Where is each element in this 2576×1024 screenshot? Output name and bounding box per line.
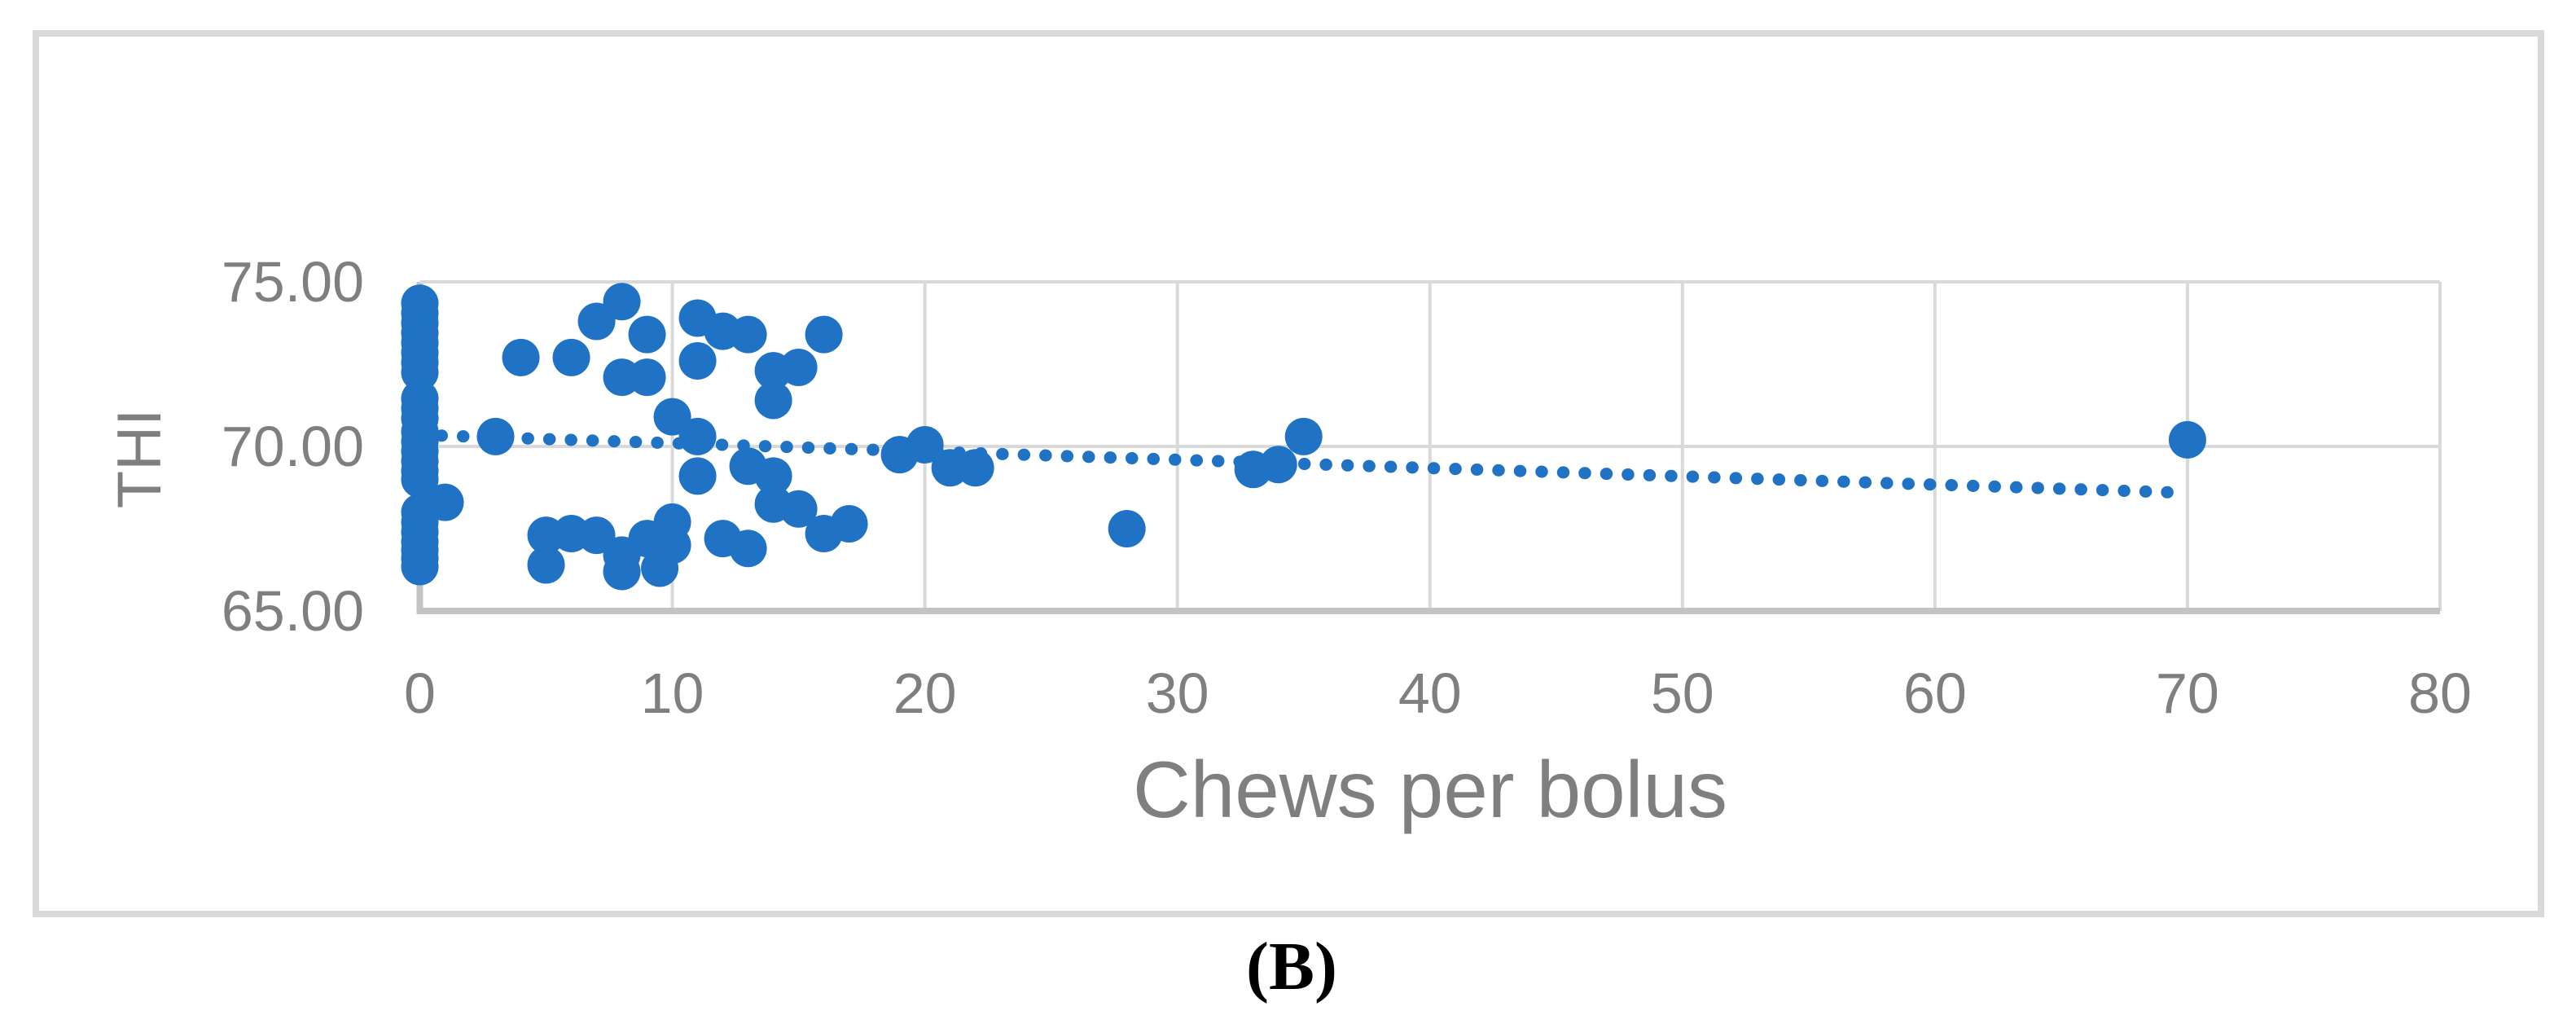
data-point xyxy=(678,457,717,495)
data-point xyxy=(603,283,641,321)
data-point xyxy=(502,338,540,376)
data-point xyxy=(805,315,843,354)
data-point xyxy=(779,490,818,528)
x-tick-label: 10 xyxy=(641,661,704,725)
data-point xyxy=(401,547,439,586)
data-point xyxy=(1284,417,1323,455)
data-point xyxy=(426,483,464,521)
data-point xyxy=(956,449,994,487)
data-point xyxy=(754,381,792,420)
trendline xyxy=(414,428,2181,499)
data-point xyxy=(653,398,691,436)
data-point xyxy=(527,546,565,584)
y-tick-label: 75.00 xyxy=(222,250,364,314)
data-point xyxy=(2168,420,2206,459)
data-point xyxy=(577,516,616,555)
tick-labels: 0 10 20 30 40 50 60 70 80 65.00 70.00 75.00 xyxy=(222,250,2472,725)
data-point xyxy=(729,315,767,354)
x-axis-title: Chews per bolus xyxy=(1133,745,1727,834)
x-tick-label: 50 xyxy=(1651,661,1714,725)
data-point xyxy=(552,338,590,376)
y-tick-label: 65.00 xyxy=(222,579,364,643)
x-tick-label: 70 xyxy=(2156,661,2219,725)
data-point xyxy=(906,425,944,464)
x-tick-label: 0 xyxy=(404,661,436,725)
data-point xyxy=(401,354,439,392)
data-point xyxy=(577,302,616,341)
data-point xyxy=(1108,510,1146,547)
data-point xyxy=(628,315,666,354)
data-point xyxy=(628,358,666,397)
x-tick-label: 30 xyxy=(1146,661,1209,725)
data-point xyxy=(830,504,868,543)
data-point xyxy=(678,341,717,380)
x-tick-label: 40 xyxy=(1398,661,1462,725)
y-tick-label: 70.00 xyxy=(222,415,364,478)
x-tick-label: 80 xyxy=(2408,661,2472,725)
data-point xyxy=(476,417,515,455)
dotted-trendline xyxy=(414,428,2181,499)
data-point xyxy=(729,530,767,568)
data-point xyxy=(641,549,679,587)
x-tick-label: 60 xyxy=(1903,661,1967,725)
data-point xyxy=(779,349,818,387)
data-point xyxy=(603,552,641,591)
data-point xyxy=(754,457,792,495)
x-tick-label: 20 xyxy=(893,661,957,725)
data-points xyxy=(401,283,2206,591)
data-point xyxy=(401,460,439,499)
data-point xyxy=(678,417,717,455)
figure-caption: (B) xyxy=(1246,929,1337,1004)
data-point xyxy=(1259,446,1297,484)
y-axis-title: THI xyxy=(105,409,174,508)
